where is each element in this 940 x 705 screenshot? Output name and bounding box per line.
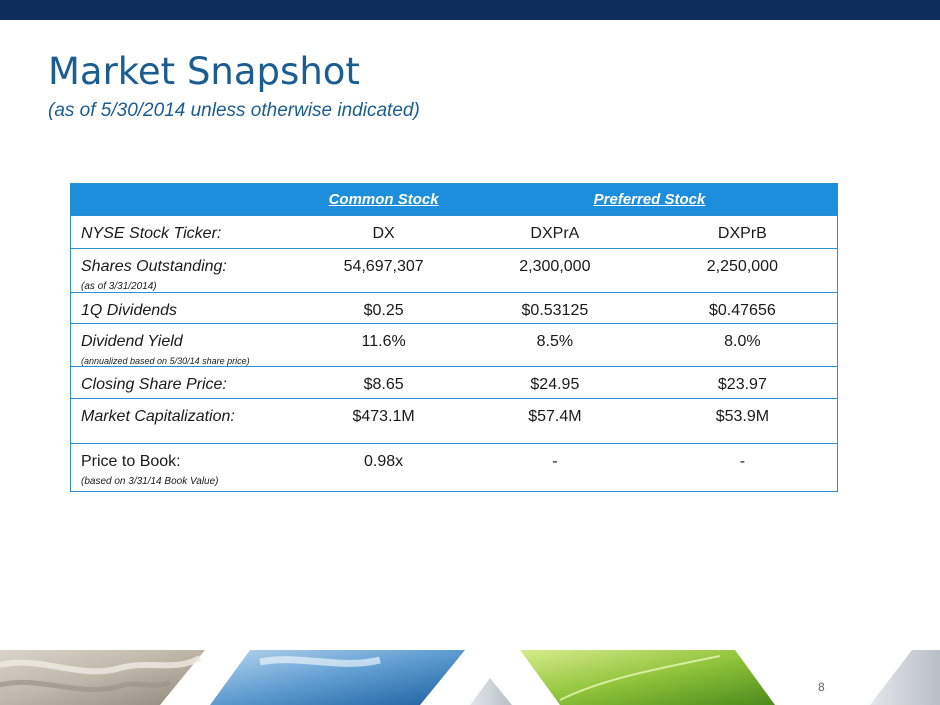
row-label: Shares Outstanding: bbox=[81, 258, 227, 275]
table-row: Market Capitalization: $473.1M $57.4M $5… bbox=[70, 398, 838, 444]
rope-image bbox=[0, 650, 205, 705]
common-value: DX bbox=[305, 215, 463, 249]
preferred-b-value: - bbox=[647, 443, 838, 492]
table-row: Price to Book: (based on 3/31/14 Book Va… bbox=[70, 443, 838, 492]
row-label-cell: Market Capitalization: bbox=[70, 398, 306, 444]
preferred-a-value: - bbox=[462, 443, 648, 492]
preferred-a-value: 8.5% bbox=[462, 323, 648, 367]
market-snapshot-table: Common Stock Preferred Stock NYSE Stock … bbox=[70, 183, 838, 492]
page-subtitle: (as of 5/30/2014 unless otherwise indica… bbox=[48, 100, 420, 121]
table-header-row: Common Stock Preferred Stock bbox=[70, 183, 838, 216]
common-value: $473.1M bbox=[305, 398, 463, 444]
row-label: Dividend Yield bbox=[81, 333, 183, 350]
preferred-b-value: $53.9M bbox=[647, 398, 838, 444]
leaf-image bbox=[520, 650, 775, 705]
table-row: Closing Share Price: $8.65 $24.95 $23.97 bbox=[70, 366, 838, 399]
common-value: 54,697,307 bbox=[305, 248, 463, 293]
top-banner bbox=[0, 0, 940, 20]
row-label-cell: Dividend Yield (annualized based on 5/30… bbox=[70, 323, 306, 367]
row-label: Closing Share Price: bbox=[81, 376, 227, 393]
row-label-cell: Closing Share Price: bbox=[70, 366, 306, 399]
common-value: $0.25 bbox=[305, 292, 463, 324]
footer-image-strip bbox=[0, 650, 940, 705]
row-label: NYSE Stock Ticker: bbox=[81, 225, 222, 242]
row-note: (based on 3/31/14 Book Value) bbox=[81, 476, 219, 487]
preferred-a-value: $0.53125 bbox=[462, 292, 648, 324]
page-number: 8 bbox=[818, 680, 825, 694]
row-label-cell: Shares Outstanding: (as of 3/31/2014) bbox=[70, 248, 306, 293]
grey-corner-shape bbox=[870, 650, 940, 705]
grey-triangle-shape bbox=[470, 678, 512, 705]
preferred-b-value: DXPrB bbox=[647, 215, 838, 249]
preferred-b-value: 8.0% bbox=[647, 323, 838, 367]
header-preferred-stock: Preferred Stock bbox=[462, 183, 838, 216]
preferred-a-value: 2,300,000 bbox=[462, 248, 648, 293]
row-label: 1Q Dividends bbox=[81, 302, 178, 319]
preferred-a-value: $57.4M bbox=[462, 398, 648, 444]
table-row: Dividend Yield (annualized based on 5/30… bbox=[70, 323, 838, 367]
preferred-b-value: 2,250,000 bbox=[647, 248, 838, 293]
table-row: 1Q Dividends $0.25 $0.53125 $0.47656 bbox=[70, 292, 838, 324]
row-label: Market Capitalization: bbox=[81, 408, 235, 425]
common-value: 11.6% bbox=[305, 323, 463, 367]
table-row: NYSE Stock Ticker: DX DXPrA DXPrB bbox=[70, 215, 838, 249]
row-note: (annualized based on 5/30/14 share price… bbox=[81, 356, 250, 366]
row-label-cell: 1Q Dividends bbox=[70, 292, 306, 324]
common-value: $8.65 bbox=[305, 366, 463, 399]
header-blank bbox=[70, 183, 306, 216]
preferred-b-value: $23.97 bbox=[647, 366, 838, 399]
row-label: Price to Book: bbox=[81, 453, 181, 470]
preferred-a-value: DXPrA bbox=[462, 215, 648, 249]
row-label-cell: NYSE Stock Ticker: bbox=[70, 215, 306, 249]
header-common-stock: Common Stock bbox=[305, 183, 463, 216]
row-note: (as of 3/31/2014) bbox=[81, 281, 157, 292]
sky-image bbox=[210, 650, 465, 705]
preferred-a-value: $24.95 bbox=[462, 366, 648, 399]
preferred-b-value: $0.47656 bbox=[647, 292, 838, 324]
page-title: Market Snapshot bbox=[48, 50, 360, 93]
row-label-cell: Price to Book: (based on 3/31/14 Book Va… bbox=[70, 443, 306, 492]
common-value: 0.98x bbox=[305, 443, 463, 492]
table-row: Shares Outstanding: (as of 3/31/2014) 54… bbox=[70, 248, 838, 293]
